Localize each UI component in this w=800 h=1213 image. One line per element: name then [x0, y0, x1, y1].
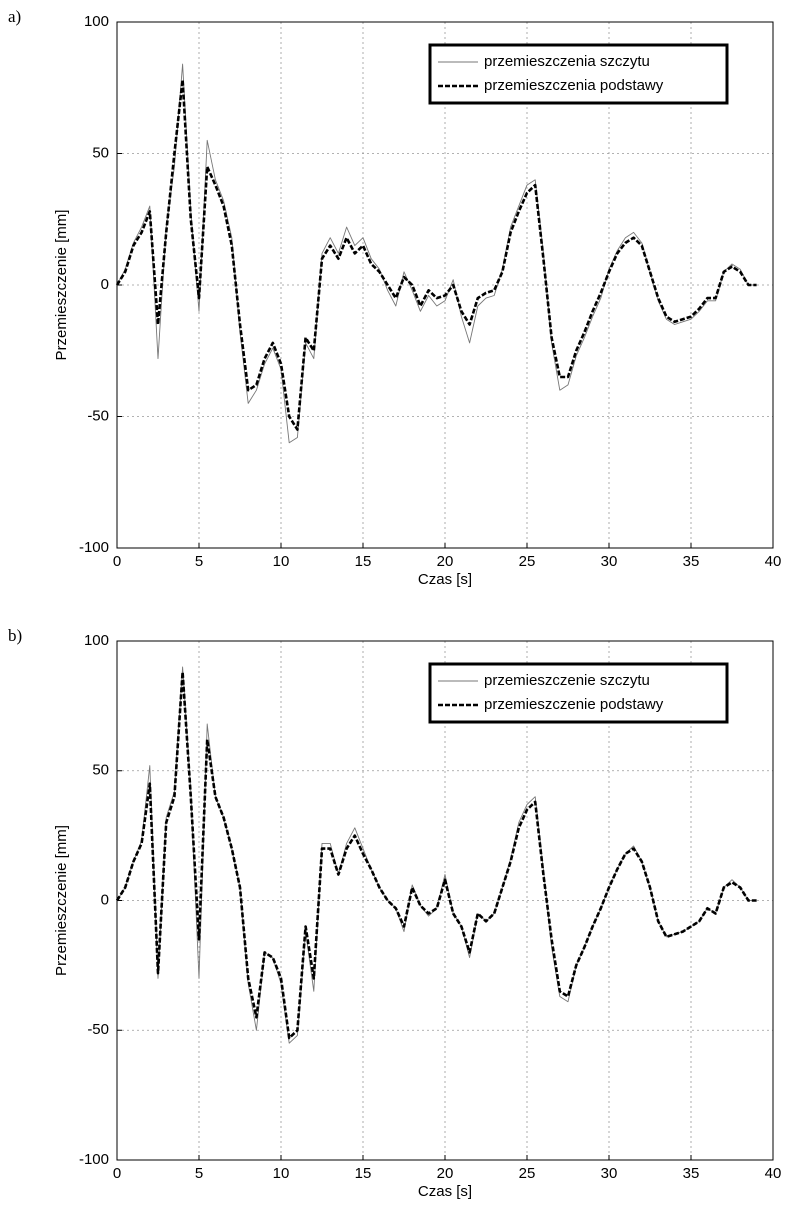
x-tick-label: 15 [355, 1165, 372, 1182]
series-line [115, 670, 757, 1040]
y-tick-label: -100 [79, 1151, 109, 1168]
x-tick-label: 0 [113, 1165, 121, 1182]
legend-label: przemieszczenie podstawy [484, 696, 664, 713]
legend-box [428, 43, 729, 105]
legend-box [428, 662, 729, 724]
x-tick-label: 40 [765, 553, 782, 570]
x-tick-label: 25 [519, 1165, 536, 1182]
x-tick-label: 35 [683, 1165, 700, 1182]
chart-panel: a) 0 5 10 15 20 25 30 35 40 -100 -50 0 50 100 Czas [s] P… [8, 7, 781, 588]
legend-label: przemieszczenia szczytu [484, 53, 650, 70]
x-tick-label: 10 [273, 1165, 290, 1182]
y-tick-label: -100 [79, 539, 109, 556]
series-line [116, 63, 757, 444]
x-tick-label: 15 [355, 553, 372, 570]
x-tick-label: 40 [765, 1165, 782, 1182]
x-tick-label: 35 [683, 553, 700, 570]
y-tick-label: -50 [87, 407, 109, 424]
legend-label: przemieszczenia podstawy [484, 77, 664, 94]
x-tick-label: 10 [273, 553, 290, 570]
y-axis-label: Przemieszczenie [mm] [53, 210, 70, 361]
y-tick-label: 100 [84, 13, 109, 30]
x-tick-label: 5 [195, 553, 203, 570]
y-tick-label: 100 [84, 632, 109, 649]
y-axis-label: Przemieszczenie [mm] [53, 825, 70, 976]
y-tick-label: -50 [87, 1021, 109, 1038]
y-tick-label: 0 [101, 891, 109, 908]
y-tick-label: 0 [101, 276, 109, 293]
legend-label: przemieszczenie szczytu [484, 672, 650, 689]
x-tick-label: 30 [601, 553, 618, 570]
x-tick-label: 5 [195, 1165, 203, 1182]
x-axis-label: Czas [s] [418, 1183, 472, 1200]
x-tick-label: 25 [519, 553, 536, 570]
x-tick-label: 30 [601, 1165, 618, 1182]
x-tick-label: 0 [113, 553, 121, 570]
panel-label: a) [8, 7, 21, 26]
chart-panel: b) 0 5 10 15 20 25 30 35 40 -100 -50 0 50 100 Czas [s] P… [8, 626, 781, 1200]
x-axis-label: Czas [s] [418, 571, 472, 588]
y-tick-label: 50 [92, 144, 109, 161]
x-tick-label: 20 [437, 553, 454, 570]
series-line [115, 78, 757, 431]
y-tick-label: 50 [92, 762, 109, 779]
panel-label: b) [8, 626, 22, 645]
x-tick-label: 20 [437, 1165, 454, 1182]
